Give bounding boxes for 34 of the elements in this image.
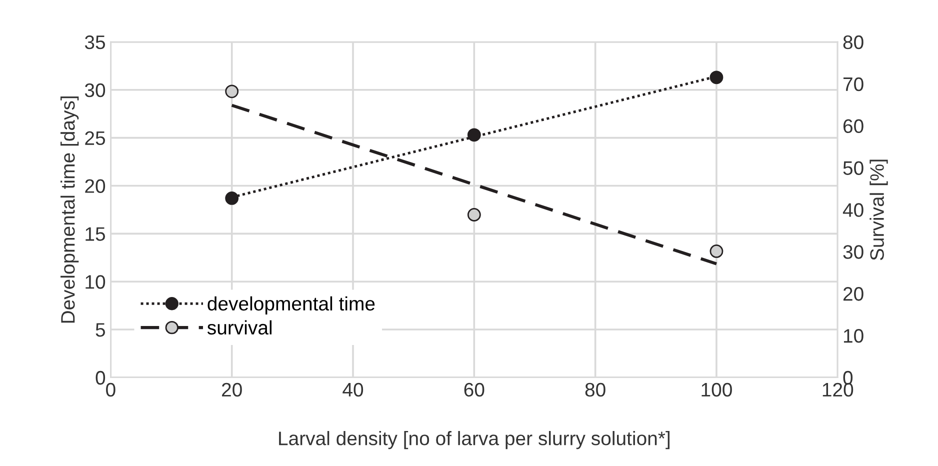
x-tick-label: 80 xyxy=(585,382,606,397)
y2-tick-label: 50 xyxy=(843,161,864,175)
legend-label: survival xyxy=(207,320,272,335)
y2-axis-title: Survival [%] xyxy=(870,160,888,260)
legend-label: developmental time xyxy=(208,296,375,314)
y2-tick-label: 10 xyxy=(844,328,864,343)
x-tick-label: 0 xyxy=(106,382,116,397)
point xyxy=(710,70,724,84)
y2-tick-label: 80 xyxy=(843,35,864,50)
y-tick-label: 30 xyxy=(84,83,106,98)
y2-tick-label: 20 xyxy=(843,287,864,301)
x-tick-label: 40 xyxy=(342,382,364,397)
y2-tick-label: 30 xyxy=(843,245,864,259)
x-axis-title: Larval density [no of larva per slurry solution*] xyxy=(279,431,670,450)
y-tick-label: 10 xyxy=(86,275,106,289)
y-tick-label: 15 xyxy=(86,227,106,241)
y-tick-label: 35 xyxy=(84,35,106,50)
x-tick-label: 100 xyxy=(702,382,732,397)
y2-tick-label: 60 xyxy=(843,119,864,134)
y-tick-label: 5 xyxy=(96,323,106,337)
point xyxy=(467,208,481,222)
point xyxy=(225,191,239,205)
x-tick-label: 60 xyxy=(464,382,484,397)
point xyxy=(710,244,724,258)
point xyxy=(225,84,239,98)
y2-tick-label: 70 xyxy=(843,77,864,92)
y-axis-title: Developmental time [days] xyxy=(60,96,79,323)
y-tick-label: 20 xyxy=(85,179,106,193)
y-tick-label: 25 xyxy=(85,131,106,146)
x-tick-label: 120 xyxy=(822,382,854,397)
y-tick-label: 0 xyxy=(96,370,106,385)
point xyxy=(467,128,481,142)
x-tick-label: 20 xyxy=(222,382,242,397)
y2-tick-label: 40 xyxy=(842,203,864,217)
